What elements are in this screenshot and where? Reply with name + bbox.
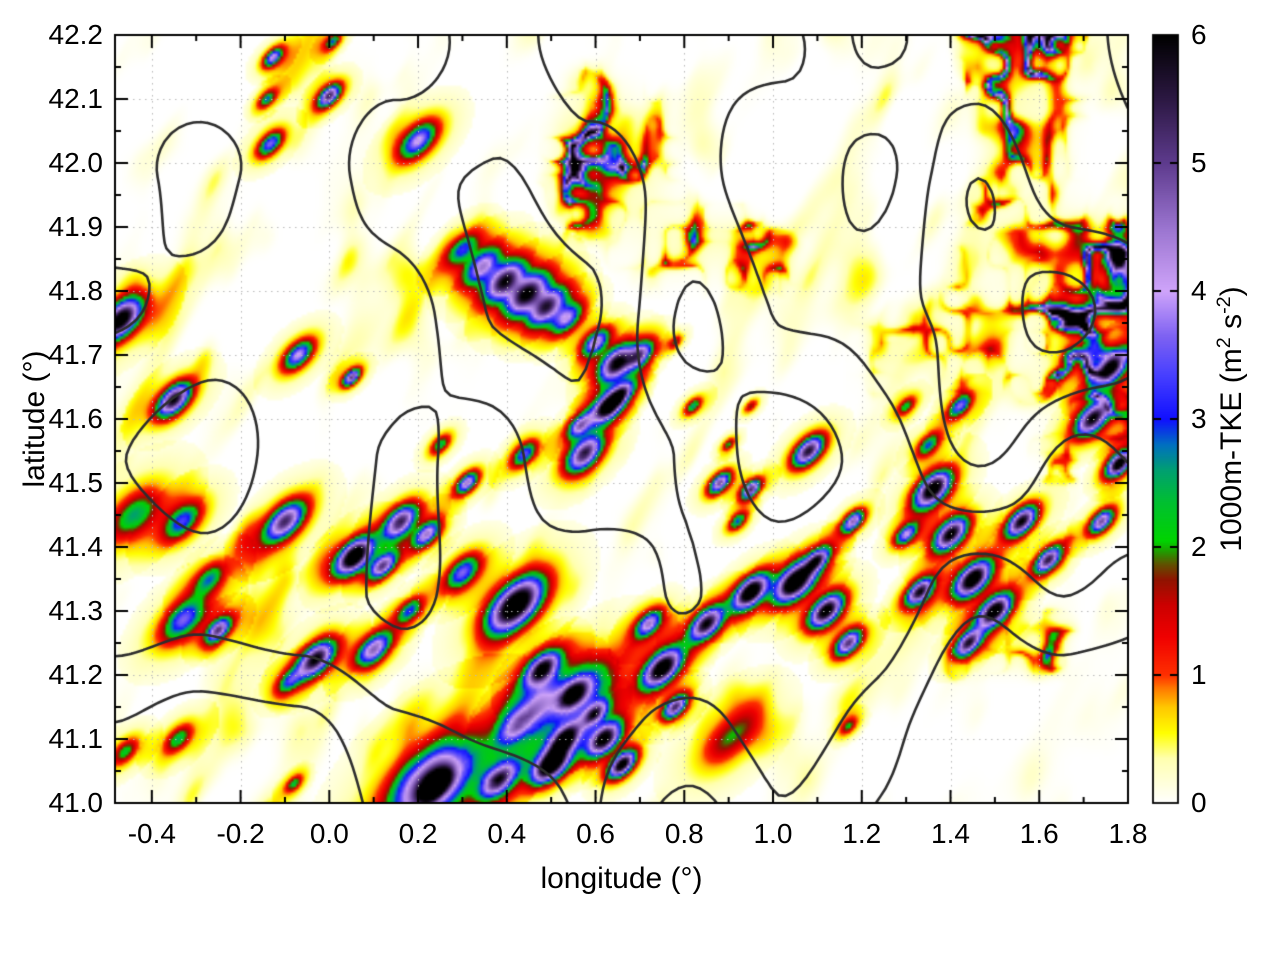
colorbar-tick-label: 3 [1191,403,1207,434]
x-tick-label: 1.2 [842,818,882,849]
x-tick-label: 1.0 [753,818,793,849]
y-tick-label: 41.0 [48,787,104,818]
colorbar-tick-label: 6 [1191,19,1207,50]
x-tick-label: 0.0 [309,818,349,849]
y-tick-label: 41.8 [48,275,104,306]
y-tick-label: 41.6 [48,403,104,434]
x-tick-label: 0.2 [398,818,438,849]
y-tick-label: 41.9 [48,211,104,242]
x-tick-label: 1.4 [931,818,970,849]
x-tick-label: 1.6 [1019,818,1059,849]
y-tick-label: 42.0 [48,147,104,178]
y-tick-label: 41.7 [48,339,104,370]
y-tick-label: 41.2 [48,659,104,690]
x-tick-label: -0.2 [216,818,265,849]
x-tick-label: 0.8 [664,818,704,849]
y-tick-label: 41.5 [48,467,104,498]
x-tick-label: 0.4 [487,818,527,849]
y-tick-label: 41.3 [48,595,104,626]
y-tick-label: 42.2 [48,19,104,50]
colorbar-tick-label: 1 [1191,659,1207,690]
x-axis-label: longitude (°) [540,862,703,895]
x-tick-label: 0.6 [576,818,615,849]
y-tick-label: 41.1 [48,723,104,754]
x-tick-label: -0.4 [127,818,176,849]
colorbar-tick-label: 5 [1191,147,1207,178]
y-tick-label: 41.4 [48,531,104,562]
y-tick-label: 42.1 [48,83,104,114]
x-tick-label: 1.8 [1108,818,1148,849]
colorbar-tick-label: 4 [1191,275,1207,306]
colorbar-tick-label: 2 [1191,531,1207,562]
colorbar-tick-label: 0 [1191,787,1207,818]
